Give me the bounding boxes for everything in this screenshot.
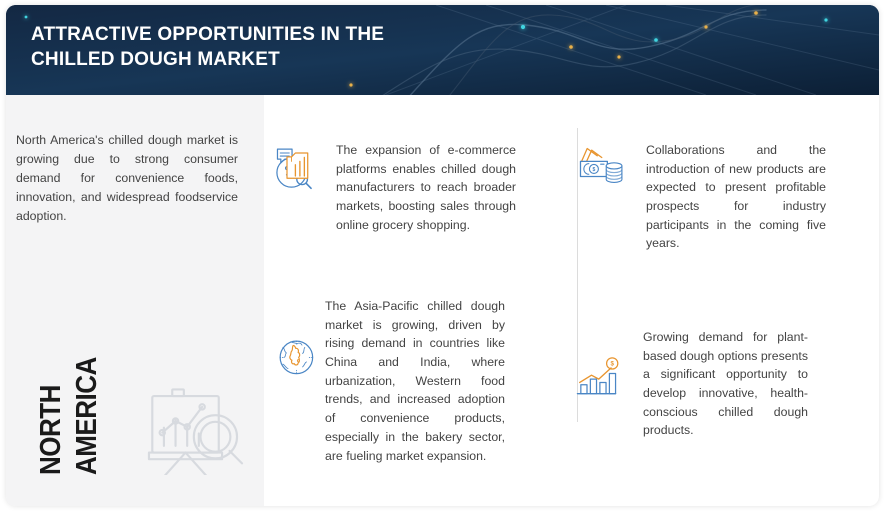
svg-text:$: $ [610,361,614,368]
svg-text:$: $ [593,167,596,173]
